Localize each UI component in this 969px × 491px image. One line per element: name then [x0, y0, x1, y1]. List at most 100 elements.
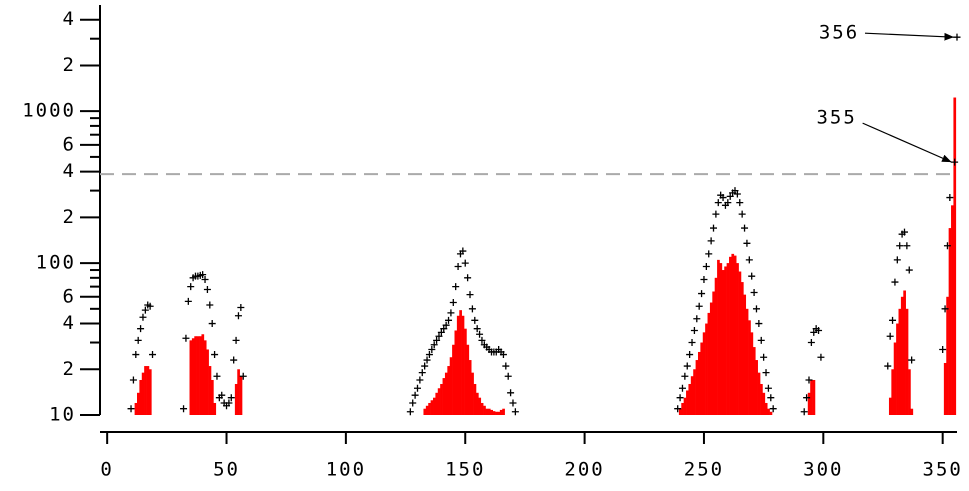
bar [910, 408, 914, 415]
marker [468, 305, 476, 313]
bar [678, 408, 682, 415]
marker [726, 192, 734, 200]
y-tick-label: 1000 [22, 100, 76, 122]
marker [896, 242, 904, 250]
marker [886, 332, 894, 340]
annotation-label: 355 [816, 107, 856, 129]
marker [762, 369, 770, 377]
bar [475, 392, 479, 415]
bar [148, 369, 152, 415]
marker [736, 199, 744, 207]
marker [893, 256, 901, 264]
bar [757, 372, 761, 415]
bar [189, 340, 193, 415]
marker [693, 315, 701, 323]
marker [225, 399, 233, 407]
bar [196, 336, 200, 415]
bar [497, 411, 501, 415]
bar [199, 336, 202, 415]
bar [456, 315, 460, 415]
bar [745, 308, 749, 415]
bar [705, 323, 708, 415]
bar [478, 397, 482, 415]
marker [416, 376, 424, 384]
marker [234, 312, 242, 320]
marker [129, 376, 137, 384]
bar [891, 369, 895, 415]
y-tick-label: 4 [63, 312, 76, 334]
marker [502, 362, 510, 370]
marker [764, 384, 772, 392]
marker [473, 325, 481, 333]
marker [719, 194, 727, 202]
marker [908, 356, 916, 364]
x-tick-label: 350 [923, 459, 963, 481]
marker [127, 405, 135, 413]
marker [466, 291, 474, 299]
bar [688, 383, 692, 415]
bar [764, 402, 768, 415]
bar [752, 347, 756, 415]
bar [471, 372, 474, 415]
marker [815, 326, 823, 334]
marker [800, 408, 808, 416]
marker [461, 259, 469, 267]
marker [449, 299, 457, 307]
marker [705, 250, 713, 258]
marker [707, 237, 715, 245]
marker [690, 326, 698, 334]
bar [726, 263, 730, 415]
marker [437, 328, 445, 336]
bar [750, 332, 754, 415]
marker [712, 210, 720, 218]
marker [769, 405, 777, 413]
bar [206, 349, 209, 415]
bar [812, 379, 816, 415]
bar [194, 336, 197, 415]
bar [695, 360, 699, 415]
marker [504, 372, 512, 380]
marker [750, 289, 758, 297]
bar [490, 409, 493, 415]
marker [442, 321, 450, 329]
marker [805, 376, 813, 384]
marker [227, 394, 235, 402]
bar [905, 308, 909, 415]
bar [139, 379, 143, 415]
marker [435, 332, 443, 340]
bar [948, 228, 952, 415]
x-tick-label: 300 [803, 459, 843, 481]
marker [237, 304, 245, 312]
bar [141, 372, 145, 415]
marker [433, 336, 441, 344]
marker [184, 297, 192, 305]
bar [452, 344, 455, 415]
marker [700, 275, 708, 283]
bar [437, 388, 441, 415]
marker [889, 316, 897, 324]
marker [681, 372, 689, 380]
bar [234, 383, 238, 415]
bar [733, 255, 737, 415]
marker [698, 290, 706, 298]
bar [755, 360, 758, 415]
bar [461, 315, 465, 415]
marker [211, 351, 219, 359]
marker [683, 362, 691, 370]
bar [495, 411, 498, 415]
bar [724, 266, 727, 415]
x-tick-label: 200 [564, 459, 604, 481]
marker [146, 302, 154, 310]
marker [452, 283, 460, 291]
bar [693, 369, 696, 415]
bar [483, 405, 486, 415]
bar [444, 372, 448, 415]
marker [714, 199, 722, 207]
bar [946, 296, 949, 415]
bar [719, 263, 723, 415]
bar [943, 362, 947, 415]
marker [900, 228, 908, 236]
bar [201, 334, 205, 415]
marker [803, 394, 811, 402]
bar [898, 308, 902, 415]
